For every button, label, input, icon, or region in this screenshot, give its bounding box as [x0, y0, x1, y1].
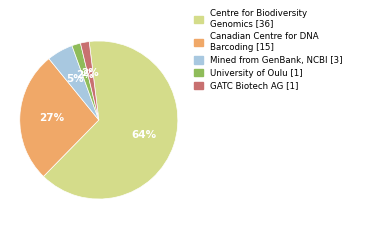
Wedge shape [49, 46, 99, 120]
Wedge shape [20, 59, 99, 176]
Text: 27%: 27% [39, 113, 64, 123]
Text: 2%: 2% [76, 70, 94, 80]
Wedge shape [72, 43, 99, 120]
Legend: Centre for Biodiversity
Genomics [36], Canadian Centre for DNA
Barcoding [15], M: Centre for Biodiversity Genomics [36], C… [194, 9, 342, 90]
Wedge shape [81, 42, 99, 120]
Text: 2%: 2% [82, 68, 99, 78]
Text: 64%: 64% [131, 130, 156, 140]
Wedge shape [43, 41, 178, 199]
Text: 5%: 5% [66, 74, 84, 84]
